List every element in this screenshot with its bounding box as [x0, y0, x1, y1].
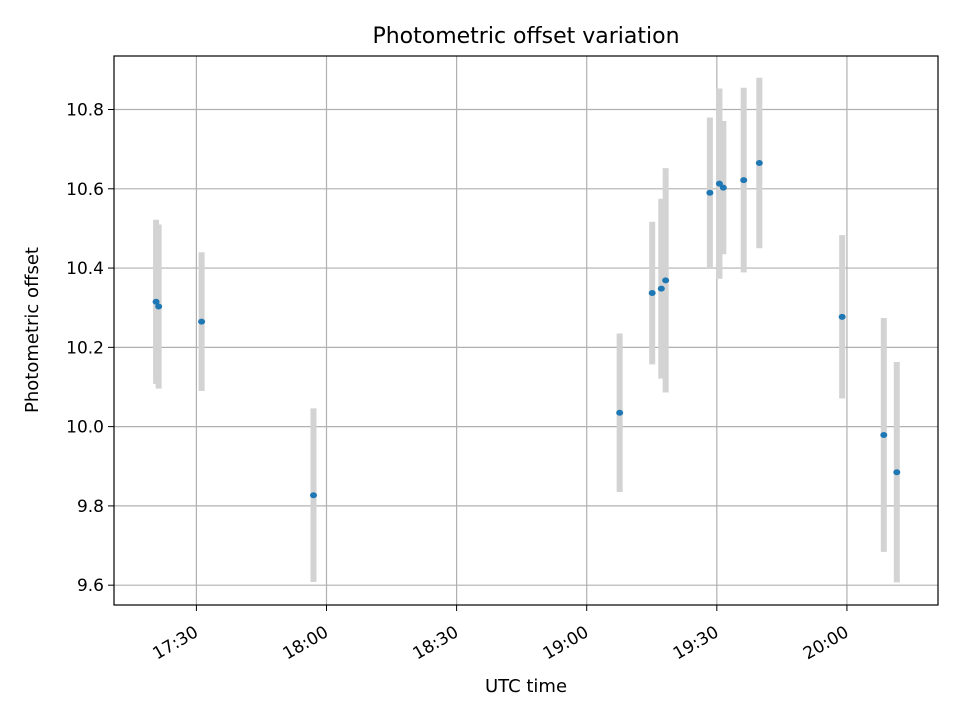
y-tick-label: 9.8: [77, 497, 104, 517]
y-tick-label: 10.6: [66, 180, 104, 200]
grid-lines: [114, 56, 938, 605]
x-tick-label: 17:30: [149, 622, 201, 664]
x-tick-label: 19:00: [540, 622, 592, 664]
x-tick-label: 18:30: [410, 622, 462, 664]
x-axis-label: UTC time: [485, 676, 567, 697]
data-point: [648, 290, 656, 297]
data-point: [657, 285, 665, 292]
data-point: [198, 318, 206, 325]
data-point: [152, 298, 160, 305]
y-tick-label: 10.2: [66, 338, 104, 358]
y-axis-label: Photometric offset: [22, 247, 43, 413]
data-point: [838, 313, 846, 320]
plot-frame: [113, 55, 939, 606]
data-point: [309, 492, 317, 499]
y-tick-label: 9.6: [77, 576, 104, 596]
data-point: [880, 431, 888, 438]
y-tick-label: 10.8: [66, 101, 104, 121]
data-point: [662, 277, 670, 284]
y-tick-label: 10.4: [66, 259, 104, 279]
x-tick-label: 18:00: [280, 622, 332, 664]
x-tick-label: 20:00: [800, 622, 852, 664]
y-tick-label: 10.0: [66, 418, 104, 438]
y-axis-ticks: 9.6 9.8 10.0 10.2 10.4 10.6 10.8: [66, 101, 114, 596]
data-points: [152, 160, 901, 499]
chart-title: Photometric offset variation: [372, 24, 679, 49]
data-point: [719, 184, 727, 191]
data-point: [740, 177, 748, 184]
data-point: [893, 469, 901, 476]
data-point: [616, 409, 624, 416]
data-point: [755, 160, 763, 167]
x-tick-label: 19:30: [670, 622, 722, 664]
data-point: [715, 180, 723, 187]
error-bars: [153, 77, 900, 583]
data-point: [706, 189, 714, 196]
x-axis-ticks: 17:30 18:00 18:30 19:00 19:30 20:00: [149, 605, 852, 664]
data-point: [155, 303, 163, 310]
